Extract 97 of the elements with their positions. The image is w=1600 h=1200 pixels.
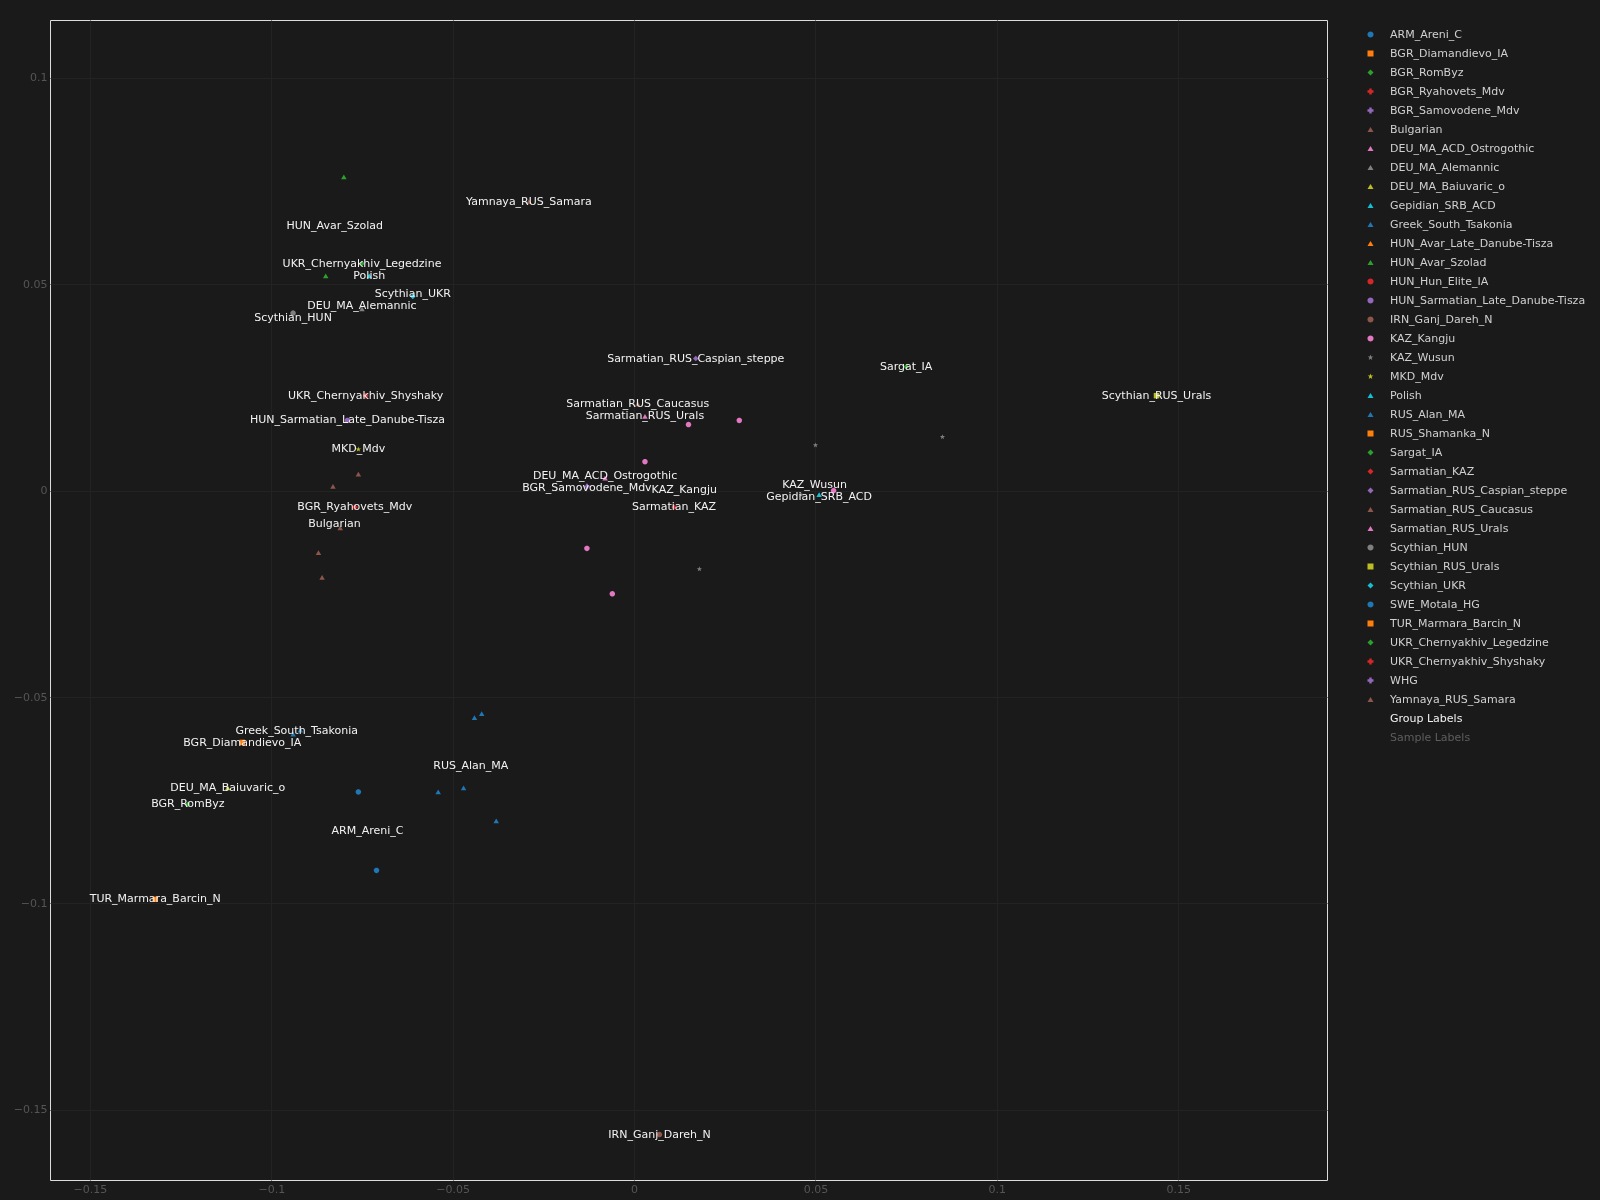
legend-label: BGR_Ryahovets_Mdv — [1390, 84, 1506, 98]
y-tick-label: −0.1 — [20, 896, 48, 910]
legend-label: TUR_Marmara_Barcin_N — [1389, 616, 1522, 630]
annotation: Sarmatian_RUS_Caspian_steppe — [607, 351, 785, 365]
y-tick-label: −0.15 — [13, 1103, 48, 1117]
annotation: Yamnaya_RUS_Samara — [465, 194, 592, 208]
point — [319, 574, 325, 580]
x-tick-label: −0.05 — [436, 1182, 471, 1196]
legend-label: Group Labels — [1390, 711, 1463, 725]
annotation: BGR_Diamandievo_IA — [183, 736, 302, 750]
annotation: Polish — [353, 268, 386, 282]
legend-label: WHG — [1390, 673, 1418, 687]
annotation: KAZ_Wusun — [782, 477, 847, 491]
point — [460, 785, 467, 791]
annotation: Scythian_RUS_Urals — [1101, 388, 1212, 402]
x-tick-label: 0.05 — [803, 1182, 829, 1196]
legend-label: HUN_Sarmatian_Late_Danube-Tisza — [1390, 293, 1586, 307]
legend-label: Gepidian_SRB_ACD — [1390, 198, 1496, 212]
legend-label: Scythian_RUS_Urals — [1390, 559, 1500, 573]
point — [355, 789, 362, 795]
legend-label: BGR_Samovodene_Mdv — [1390, 103, 1520, 117]
point — [315, 550, 322, 555]
legend-label: UKR_Chernyakhiv_Shyshaky — [1390, 654, 1546, 668]
annotation: UKR_Chernyakhiv_Shyshaky — [288, 388, 444, 402]
annotation: UKR_Chernyakhiv_Legedzine — [282, 256, 442, 270]
y-tick-label: 0.05 — [23, 277, 48, 291]
x-tick-label: −0.15 — [73, 1182, 108, 1196]
annotation: DEU_MA_Alemannic — [307, 299, 417, 313]
x-tick-label: −0.1 — [258, 1182, 286, 1196]
legend-label: DEU_MA_Baiuvaric_o — [1390, 179, 1506, 193]
annotation: IRN_Ganj_Dareh_N — [608, 1127, 711, 1141]
annotation: Scythian_HUN — [254, 311, 332, 325]
annotation: MKD_Mdv — [331, 442, 386, 456]
annotation: Scythian_UKR — [374, 287, 452, 301]
legend-label: HUN_Avar_Late_Danube-Tisza — [1390, 236, 1554, 250]
point — [373, 867, 380, 874]
legend-label: IRN_Ganj_Dareh_N — [1390, 312, 1493, 326]
annotation: HUN_Avar_Szolad — [286, 219, 384, 233]
legend-label: Scythian_HUN — [1390, 540, 1468, 554]
point — [696, 566, 702, 572]
annotation: Sarmatian_KAZ — [631, 500, 717, 514]
legend-label: Yamnaya_RUS_Samara — [1389, 692, 1516, 706]
legend-label: Sarmatian_RUS_Caucasus — [1390, 502, 1534, 516]
legend-label: BGR_Diamandievo_IA — [1390, 46, 1509, 60]
x-tick-label: 0.1 — [988, 1182, 1007, 1196]
point — [478, 711, 485, 716]
legend-label: HUN_Avar_Szolad — [1390, 255, 1487, 269]
legend-label: Bulgarian — [1390, 122, 1443, 136]
annotation: HUN_Sarmatian_Late_Danube-Tisza — [249, 413, 446, 427]
legend-label: KAZ_Kangju — [1390, 331, 1456, 345]
point — [642, 458, 648, 465]
annotation: DEU_MA_Baiuvaric_o — [170, 780, 286, 794]
point — [609, 591, 616, 597]
legend-label: KAZ_Wusun — [1390, 350, 1455, 364]
legend-label: Greek_South_Tsakonia — [1390, 217, 1513, 231]
annotation: Gepidian_SRB_ACD — [766, 489, 872, 503]
annotation: Sarmatian_RUS_Caucasus — [566, 396, 710, 410]
annotation: RUS_Alan_MA — [433, 759, 509, 773]
legend-label: DEU_MA_ACD_Ostrogothic — [1390, 141, 1535, 155]
legend-label: Sarmatian_RUS_Urals — [1390, 521, 1509, 535]
legend-label: HUN_Hun_Elite_IA — [1390, 274, 1489, 288]
annotation: BGR_Samovodene_Mdv — [522, 481, 653, 495]
legend-label: Sarmatian_KAZ — [1390, 464, 1475, 478]
annotation: DEU_MA_ACD_Ostrogothic — [532, 469, 678, 483]
legend-label: BGR_RomByz — [1390, 65, 1464, 79]
legend-label: Sample Labels — [1390, 730, 1471, 744]
legend-label: Sarmatian_RUS_Caspian_steppe — [1390, 483, 1568, 497]
annotation: ARM_Areni_C — [331, 824, 404, 838]
y-tick-label: 0.1 — [30, 71, 48, 85]
y-tick-label: −0.05 — [13, 690, 48, 704]
point — [736, 417, 743, 424]
annotation: TUR_Marmara_Barcin_N — [88, 892, 221, 906]
legend-label: SWE_Motala_HG — [1390, 597, 1480, 611]
legend-label: RUS_Alan_MA — [1390, 407, 1466, 421]
annotation: BGR_Ryahovets_Mdv — [297, 500, 413, 514]
point — [939, 434, 946, 440]
point — [812, 442, 819, 448]
legend-label: DEU_MA_Alemannic — [1390, 160, 1500, 174]
legend-label: RUS_Shamanka_N — [1390, 426, 1490, 440]
annotation: KAZ_Kangju — [651, 482, 717, 496]
point — [471, 715, 478, 721]
legend-label: MKD_Mdv — [1390, 369, 1445, 383]
x-tick-label: 0 — [631, 1182, 639, 1196]
legend-label: Sargat_IA — [1390, 445, 1443, 459]
point — [493, 818, 499, 824]
x-tick-label: 0.15 — [1166, 1182, 1192, 1196]
annotation: Sarmatian_RUS_Urals — [585, 409, 705, 423]
annotation: BGR_RomByz — [151, 797, 225, 811]
annotation: Bulgarian — [308, 516, 361, 530]
point — [584, 545, 590, 552]
point — [330, 484, 336, 489]
legend-label: UKR_Chernyakhiv_Legedzine — [1390, 635, 1550, 649]
legend-label: Polish — [1390, 388, 1422, 402]
legend-label: Scythian_UKR — [1390, 578, 1467, 592]
annotation: Sargat_IA — [879, 359, 933, 373]
legend-label: ARM_Areni_C — [1390, 27, 1463, 41]
annotation: Greek_South_Tsakonia — [235, 724, 358, 738]
